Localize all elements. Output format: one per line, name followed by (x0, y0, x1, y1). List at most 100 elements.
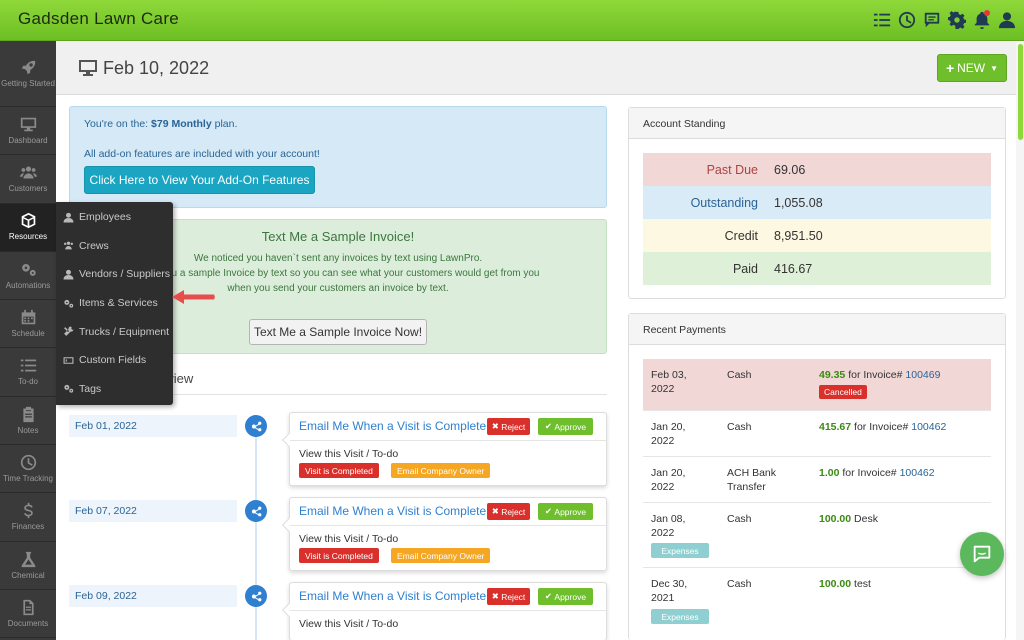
sidebar-item-notes[interactable]: Notes (0, 397, 56, 446)
invoice-link[interactable]: 100469 (905, 369, 941, 381)
timeline-card: Email Me When a Visit is Complete ✖ Reje… (281, 582, 607, 640)
amount-value: 100.00 (819, 578, 852, 590)
sidebar-item-label: Notes (17, 425, 39, 435)
chat-support-button[interactable] (960, 532, 1004, 576)
action-badge: Email Company Owner (391, 548, 491, 563)
gear-icon[interactable] (947, 10, 966, 29)
payment-row[interactable]: Jan 08, 2022 Cash 100.00 Desk Expenses (643, 503, 991, 568)
menu-item-label: Crews (79, 239, 109, 252)
sidebar-item-label: To-do (17, 377, 38, 387)
plan-line: You're on the: $79 Monthly plan. (84, 118, 237, 130)
date-line: 2022 (651, 527, 675, 539)
menu-item-employees[interactable]: Employees (56, 203, 173, 232)
notification-dot (984, 10, 990, 16)
sidebar-item-chemical[interactable]: Chemical (0, 542, 56, 590)
approve-button[interactable]: ✔ Approve (538, 418, 593, 435)
card-title[interactable]: Email Me When a Visit is Complete (299, 589, 487, 603)
invoice-link[interactable]: 100462 (899, 467, 935, 479)
resources-flyout-menu: Employees Crews Vendors / Suppliers Item… (56, 202, 173, 405)
method-line: ACH Bank (727, 467, 777, 479)
sidebar-item-todo[interactable]: To-do (0, 348, 56, 397)
sample-invoice-text: We noticed you haven`t sent any invoices… (80, 251, 596, 296)
sidebar-item-automations[interactable]: Automations (0, 252, 56, 301)
sidebar-item-time-tracking[interactable]: Time Tracking (0, 445, 56, 494)
invoice-link[interactable]: 100462 (911, 421, 947, 433)
payment-row[interactable]: Feb 03, 2022 Cash 49.35 for Invoice# 1004… (643, 359, 991, 411)
payment-row[interactable]: Jan 20, 2022 Cash 415.67 for Invoice# 100… (643, 411, 991, 457)
payment-date: Jan 08, 2022 (651, 512, 711, 540)
sidebar-item-label: Resources (8, 232, 48, 242)
chat-icon[interactable] (922, 10, 941, 29)
standing-value: 8,951.50 (774, 228, 823, 243)
reject-label: Reject (501, 506, 526, 517)
view-addons-button[interactable]: Click Here to View Your Add-On Features (84, 166, 315, 194)
approve-button[interactable]: ✔ Approve (538, 503, 593, 520)
action-badge: Email Company Owner (391, 463, 491, 478)
cogs-icon (21, 263, 36, 276)
menu-item-trucks-equipment[interactable]: Trucks / Equipment (56, 317, 173, 346)
sample-text-line: when you send your customers an invoice … (227, 283, 449, 294)
outstanding-row: Outstanding 1,055.08 (643, 186, 991, 219)
panel-title: Recent Payments (629, 314, 1005, 345)
standing-value: 416.67 (774, 261, 813, 276)
user-icon[interactable] (997, 10, 1016, 29)
payment-row[interactable]: Jan 20, 2022 ACH Bank Transfer 1.00 for In… (643, 457, 991, 503)
standing-label: Credit (724, 228, 758, 243)
sidebar-item-label: Chemical (11, 570, 45, 580)
menu-item-crews[interactable]: Crews (56, 232, 173, 261)
reject-button[interactable]: ✖ Reject (487, 418, 530, 435)
status-badge: Visit is Completed (299, 463, 379, 478)
menu-item-items-services[interactable]: Items & Services (56, 289, 173, 318)
timeline-date: Feb 09, 2022 (69, 585, 237, 607)
amount-value: 100.00 (819, 513, 852, 525)
payment-amount: 415.67 for Invoice# 100462 (819, 420, 946, 434)
approve-button[interactable]: ✔ Approve (538, 588, 593, 605)
menu-item-label: Tags (79, 382, 102, 395)
sidebar-item-getting-started[interactable]: Getting Started (0, 41, 56, 107)
sidebar-item-label: Documents (7, 618, 49, 628)
dollar-icon (23, 503, 33, 519)
sidebar-item-schedule[interactable]: Schedule (0, 300, 56, 349)
payment-method: ACH Bank Transfer (727, 466, 787, 494)
sidebar-item-label: Getting Started (1, 78, 55, 88)
clock-icon[interactable] (897, 10, 916, 29)
sidebar-item-label: Time Tracking (3, 473, 53, 483)
rocket-icon (21, 60, 35, 75)
payment-amount: 100.00 Desk (819, 512, 878, 526)
sidebar-item-dashboard[interactable]: Dashboard (0, 107, 56, 156)
standing-value: 1,055.08 (774, 195, 823, 210)
scrollbar-thumb[interactable] (1018, 44, 1023, 140)
sidebar-item-documents[interactable]: Documents (0, 590, 56, 639)
menu-item-vendors-suppliers[interactable]: Vendors / Suppliers (56, 260, 173, 289)
view-visit-link[interactable]: View this Visit / To-do (299, 448, 399, 460)
timeline-date: Feb 01, 2022 (69, 415, 237, 437)
user-icon (63, 212, 74, 223)
card-title[interactable]: Email Me When a Visit is Complete (299, 504, 487, 518)
payment-method: Cash (727, 513, 752, 525)
reject-button[interactable]: ✖ Reject (487, 588, 530, 605)
sidebar-item-customers[interactable]: Customers (0, 155, 56, 204)
scrollbar-track[interactable] (1016, 41, 1024, 640)
approve-label: Approve (554, 421, 587, 432)
menu-item-label: Custom Fields (79, 354, 147, 367)
payment-note: for Invoice# (848, 369, 903, 381)
menu-item-tags[interactable]: Tags (56, 375, 173, 404)
menu-item-custom-fields[interactable]: Custom Fields (56, 346, 173, 375)
payment-row[interactable]: Dec 30, 2021 Cash 100.00 test Expenses (643, 568, 991, 640)
recent-payments-panel: Recent Payments Feb 03, 2022 Cash 49.35 f… (628, 313, 1006, 640)
reject-button[interactable]: ✖ Reject (487, 503, 530, 520)
view-visit-link[interactable]: View this Visit / To-do (299, 533, 399, 545)
menu-item-label: Vendors / Suppliers (79, 268, 171, 281)
view-visit-link[interactable]: View this Visit / To-do (299, 618, 399, 630)
textbox-icon (63, 356, 74, 364)
expenses-badge: Expenses (651, 543, 709, 558)
checklist-icon[interactable] (872, 10, 891, 29)
text-sample-invoice-button[interactable]: Text Me a Sample Invoice Now! (249, 319, 427, 345)
sidebar-item-finances[interactable]: Finances (0, 493, 56, 542)
card-title[interactable]: Email Me When a Visit is Complete (299, 419, 487, 433)
account-standing-panel: Account Standing Past Due 69.06 Outstand… (628, 107, 1006, 299)
menu-item-label: Employees (79, 211, 131, 224)
sidebar-item-resources[interactable]: Resources (0, 203, 56, 252)
new-button[interactable]: + NEW ▼ (937, 54, 1007, 82)
bell-icon[interactable] (972, 10, 991, 29)
